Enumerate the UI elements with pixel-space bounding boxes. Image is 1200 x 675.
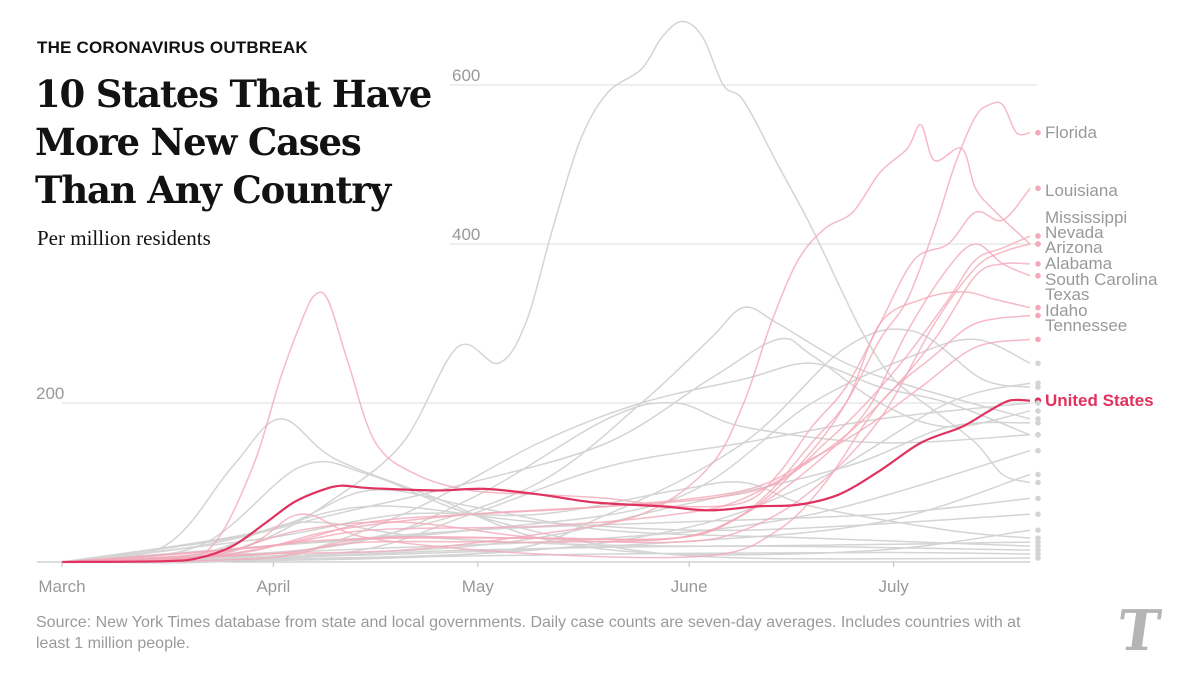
label-mississippi: Mississippi <box>1045 208 1127 227</box>
series-line-country-d <box>61 337 1031 563</box>
series-line-country-t <box>61 489 1031 563</box>
x-tick-label: May <box>462 577 495 596</box>
y-tick-label: 400 <box>452 225 480 244</box>
y-tick-label: 600 <box>452 66 480 85</box>
end-dot-country-m <box>1035 495 1041 502</box>
x-tick-label: June <box>671 577 708 596</box>
kicker: THE CORONAVIRUS OUTBREAK <box>37 38 308 57</box>
end-dot-country-u <box>1035 420 1041 426</box>
end-dot-florida <box>1035 129 1041 136</box>
end-dot-country-d <box>1035 408 1041 414</box>
gridlines: 200 400 600 <box>36 66 1037 563</box>
end-dot-country-l <box>1035 384 1041 390</box>
chart-subtitle: Per million residents <box>37 226 211 250</box>
end-dot-country-t <box>1035 543 1041 549</box>
end-dot-country-s <box>1035 551 1041 557</box>
series-line-florida <box>61 101 1031 563</box>
label-united-states: United States <box>1045 391 1154 410</box>
series-line-country-j <box>61 382 1031 563</box>
end-dot-country-o <box>1035 447 1041 454</box>
series-line-country-h <box>61 481 1031 563</box>
label-texas: Texas <box>1045 285 1089 304</box>
end-dot-texas <box>1035 304 1041 311</box>
series-line-idaho <box>61 314 1031 563</box>
end-dot-country-i <box>1035 400 1041 406</box>
end-dot-country-b <box>1035 416 1041 422</box>
series-line-arizona <box>61 123 1031 563</box>
end-dot-country-g <box>1035 432 1041 438</box>
series-labels: Florida Louisiana MississippiNevadaArizona… <box>1045 123 1158 410</box>
series-line-country-k <box>61 338 1031 563</box>
label-south-carolina: South Carolina <box>1045 270 1158 289</box>
end-dot-country-f <box>1035 555 1041 561</box>
label-idaho: Idaho <box>1045 301 1088 320</box>
end-dot-country-p <box>1035 539 1041 545</box>
source-note: Source: New York Times database from sta… <box>36 614 1021 652</box>
series-line-louisiana <box>61 187 1031 563</box>
x-tick-label: April <box>256 577 290 596</box>
end-dot-country-j <box>1035 380 1041 386</box>
end-dot-idaho <box>1035 312 1041 319</box>
x-tick-label: March <box>38 577 85 596</box>
series-line-country-l <box>61 328 1031 563</box>
x-axis: March April May June July <box>38 562 909 596</box>
state-lines <box>61 101 1031 563</box>
end-dot-country-n <box>1035 511 1041 518</box>
end-dots <box>1034 129 1042 561</box>
end-dot-arizona <box>1035 241 1041 247</box>
label-nevada: Nevada <box>1045 223 1104 242</box>
series-line-tennessee <box>61 338 1031 563</box>
end-dot-mississippi <box>1035 233 1041 239</box>
series-line-country-f <box>61 460 1031 563</box>
series-line-nevada <box>61 243 1031 563</box>
label-florida: Florida <box>1045 123 1098 142</box>
label-arizona: Arizona <box>1045 238 1103 257</box>
end-dot-alabama <box>1035 261 1041 267</box>
y-tick-label: 200 <box>36 384 64 403</box>
end-dot-country-a <box>1035 479 1041 486</box>
end-dot-louisiana <box>1035 185 1041 192</box>
label-alabama: Alabama <box>1045 254 1113 273</box>
label-tennessee: Tennessee <box>1045 316 1127 335</box>
series-line-alabama <box>61 262 1031 563</box>
end-dot-tennessee <box>1035 336 1041 343</box>
end-dot-south-carolina <box>1035 273 1041 279</box>
end-dot-country-k <box>1035 360 1041 367</box>
nyt-logo: T <box>1113 598 1165 664</box>
end-dot-country-h <box>1035 535 1041 541</box>
series-line-united-states <box>61 398 1031 564</box>
end-dot-country-q <box>1035 471 1041 478</box>
label-louisiana: Louisiana <box>1045 181 1118 200</box>
end-dot-country-e <box>1035 527 1041 533</box>
chart-title: 10 States That Have More New Cases Than … <box>35 72 432 212</box>
x-tick-label: July <box>879 577 910 596</box>
us-line <box>61 398 1031 564</box>
end-dot-country-r <box>1035 547 1041 553</box>
series-line-texas <box>61 290 1031 563</box>
series-line-mississippi <box>61 235 1031 563</box>
